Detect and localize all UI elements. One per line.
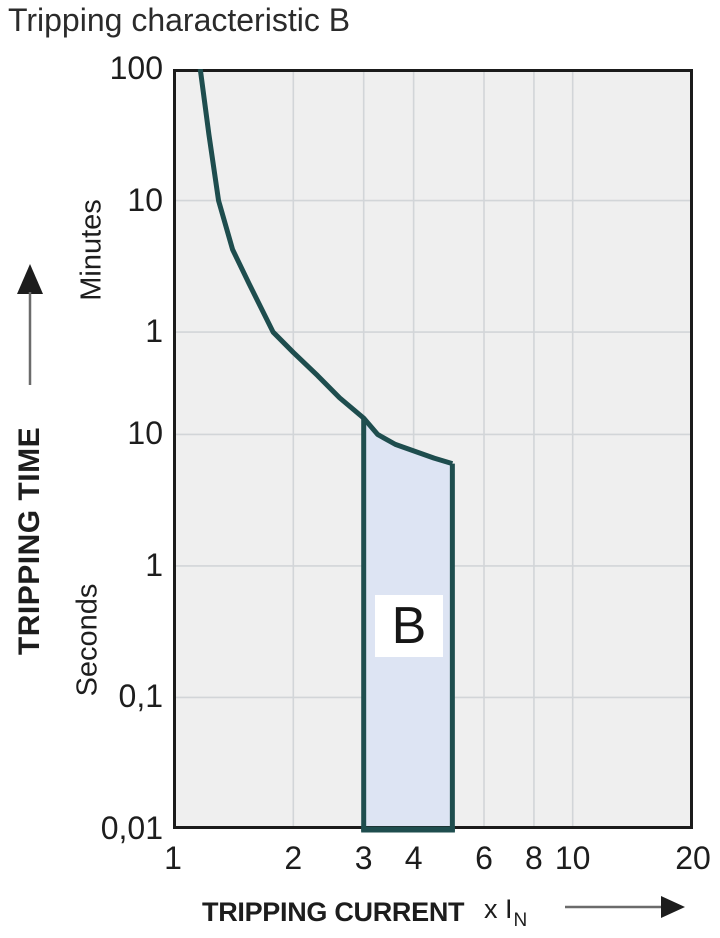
x-tick-label: 2 [284,840,303,876]
y-axis-arrow-icon [17,264,43,385]
y-tick-label: 100 [109,49,163,86]
x-tick-label: 8 [525,840,543,876]
region-label-box: B [375,595,443,657]
y-axis-unit-seconds: Seconds [71,583,104,697]
x-axis-arrow-icon [565,896,685,918]
y-axis-title: TRIPPING TIME [13,426,46,656]
x-tick-label: 6 [475,840,493,876]
x-tick-label: 20 [675,840,711,876]
x-axis-title: TRIPPING CURRENT [202,897,465,927]
x-tick-label: 1 [164,840,182,876]
x-axis-multiplier: x IN [484,894,528,932]
y-axis-unit-minutes: Minutes [75,199,108,301]
x-tick-label: 3 [354,840,373,876]
region-label: B [391,597,427,655]
x-axis-multiplier-prefix: x I [484,894,513,924]
tripping-curve [197,69,454,466]
y-tick-label: 0,01 [100,809,163,846]
plot-area [173,69,693,833]
x-tick-label: 4 [404,840,423,876]
x-axis-multiplier-subscript: N [513,910,528,932]
x-tick-label: 10 [554,840,591,876]
figure-title: Tripping characteristic B [8,2,351,38]
